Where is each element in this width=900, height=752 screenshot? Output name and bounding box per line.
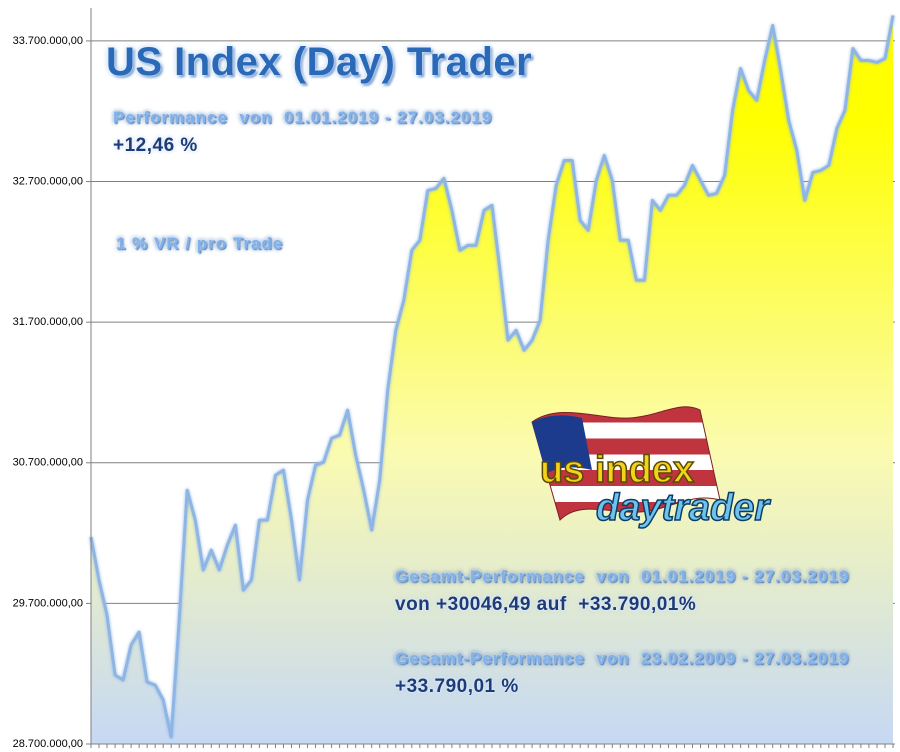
area: [91, 15, 893, 744]
annotation: 1 % VR / pro Trade: [116, 234, 284, 253]
y-tick-label: 31.700.000,00: [13, 316, 83, 328]
chart-title: US Index (Day) Trader: [106, 40, 533, 84]
data-layer: [89, 8, 895, 748]
logo: us index daytrader: [531, 406, 772, 530]
y-tick-label: 29.700.000,00: [13, 597, 83, 609]
annotation: Gesamt-Performance von 01.01.2019 - 27.0…: [395, 567, 850, 586]
logo-text: daytrader: [596, 487, 771, 529]
annotation: Gesamt-Performance von 23.02.2009 - 27.0…: [395, 649, 850, 668]
y-tick-label: 32.700.000,00: [13, 175, 83, 187]
y-tick-label: 30.700.000,00: [13, 457, 83, 469]
y-tick-label: 28.700.000,00: [13, 738, 83, 750]
y-tick-label: 33.700.000,00: [13, 35, 83, 47]
flag-canton: [532, 415, 592, 474]
logo-text: us index: [540, 449, 694, 491]
annotation: +12,46 %: [113, 135, 198, 156]
line: [89, 15, 895, 739]
annotation: von +30046,49 auf +33.790,01%: [395, 594, 697, 615]
annotation: +33.790,01 %: [395, 676, 519, 697]
annotation: Performance von 01.01.2019 - 27.03.2019: [113, 108, 493, 127]
